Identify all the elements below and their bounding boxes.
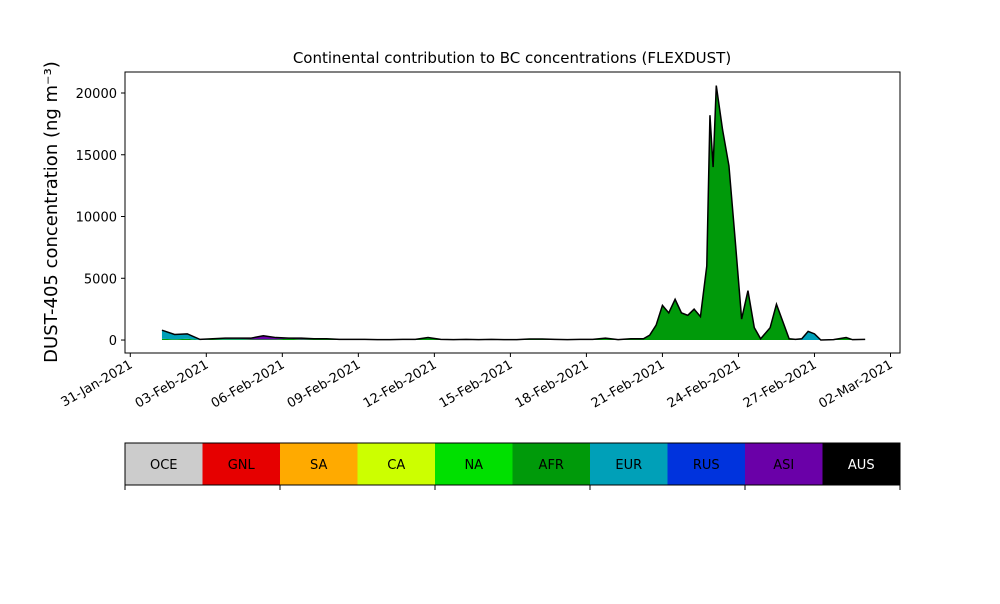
plot-frame	[124, 71, 901, 354]
legend-swatch	[435, 443, 513, 485]
legend-frame	[124, 442, 901, 486]
y-axis-label: DUST-405 concentration (ng m⁻³)	[41, 61, 62, 363]
legend-swatch	[280, 443, 358, 485]
legend-swatch	[667, 443, 745, 485]
legend-label: OCE	[150, 458, 178, 473]
area	[161, 85, 866, 341]
legend-swatch	[745, 443, 823, 485]
legend-swatch	[202, 443, 280, 485]
legend-label: SA	[310, 458, 327, 473]
legend-label: AFR	[539, 458, 564, 473]
y-tick-label: 15000	[76, 149, 117, 164]
y-tick-label: 20000	[76, 87, 117, 102]
chart-title: Continental contribution to BC concentra…	[293, 49, 731, 67]
y-tick-label: 0	[109, 334, 117, 349]
legend-label: RUS	[693, 458, 720, 473]
legend-label: GNL	[228, 458, 256, 473]
legend-swatch	[590, 443, 668, 485]
legend-label: CA	[387, 458, 405, 473]
legend-label: EUR	[615, 458, 642, 473]
legend-label: NA	[464, 458, 483, 473]
y-tick-label: 5000	[84, 272, 117, 287]
legend-swatch	[512, 443, 590, 485]
total-outline	[161, 85, 866, 341]
legend-swatch	[822, 443, 900, 485]
y-tick-label: 10000	[76, 211, 117, 226]
legend-swatch	[125, 443, 203, 485]
legend-swatch	[357, 443, 435, 485]
legend-label: AUS	[848, 458, 875, 473]
legend-label: ASI	[773, 458, 794, 473]
